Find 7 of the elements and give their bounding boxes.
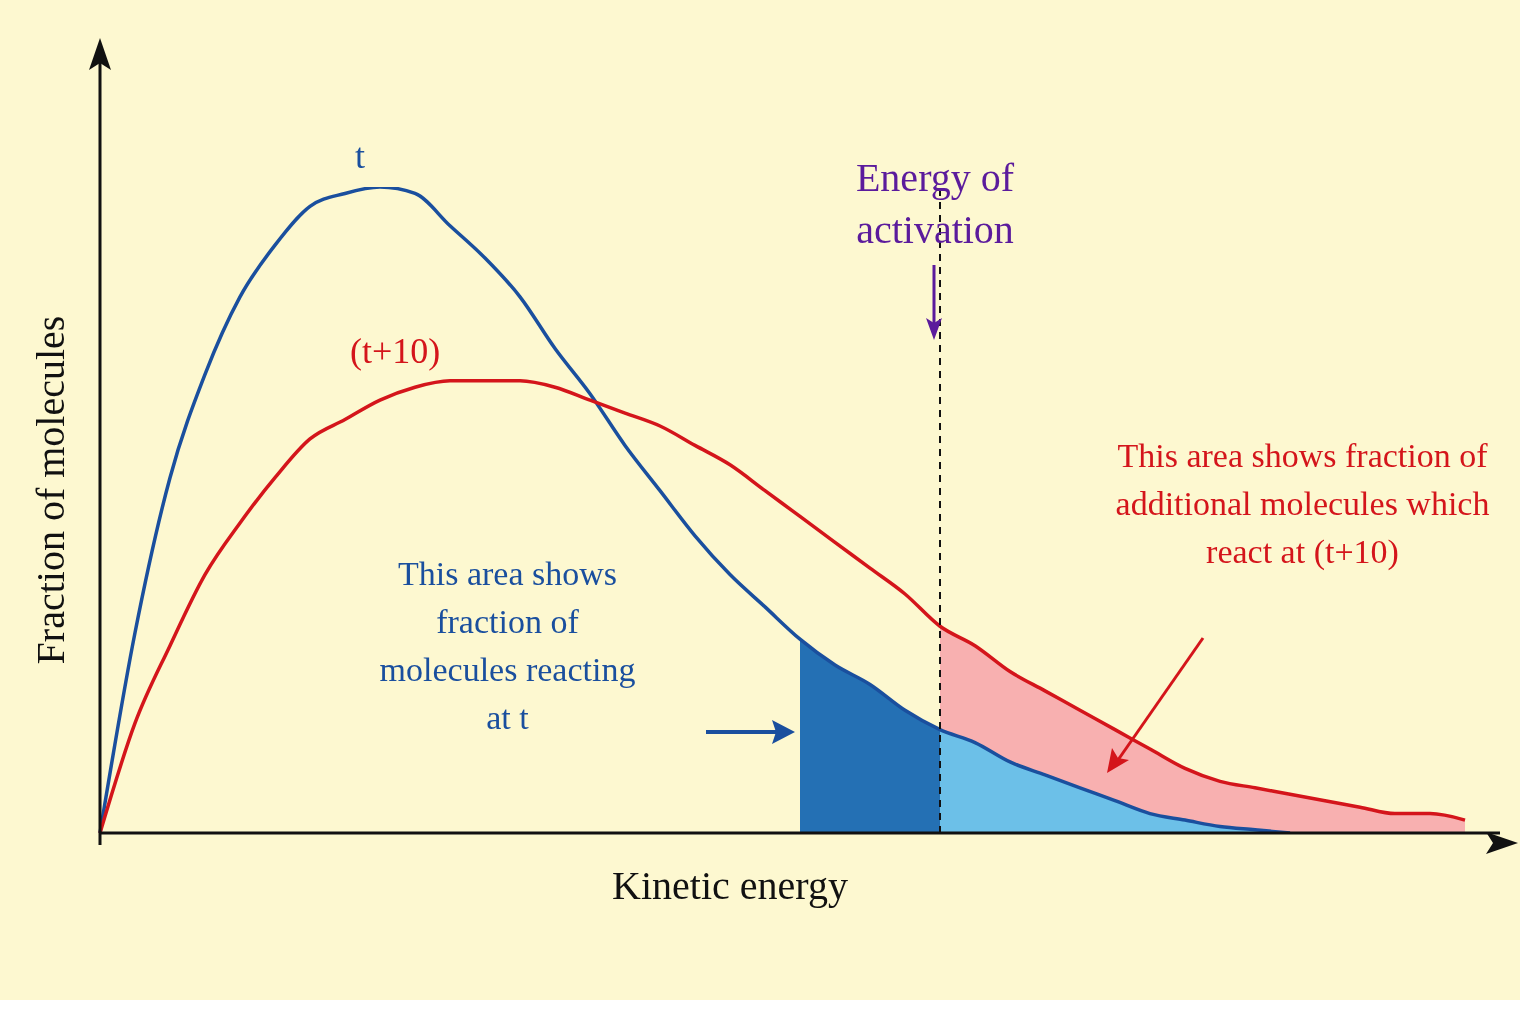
y-axis-title: Fraction of molecules xyxy=(26,315,74,665)
annotation: This area shows fraction of additional molecules which react at (t+10) xyxy=(1114,436,1491,572)
x-axis-title: Kinetic energy xyxy=(611,862,849,909)
annotation: Energy of activation xyxy=(854,154,1016,254)
series-label: t xyxy=(355,135,366,177)
annotation: This area shows fraction of molecules reacting at t xyxy=(378,554,637,738)
series-label: (t+10) xyxy=(350,330,441,372)
